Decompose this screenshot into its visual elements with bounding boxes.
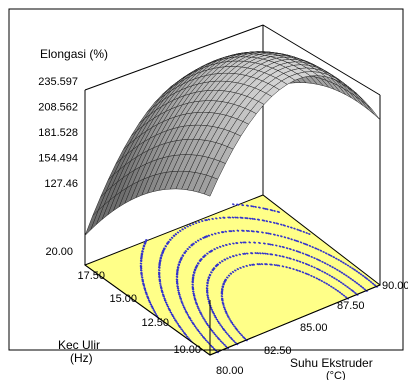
response-surface: [84, 51, 381, 236]
contour-line: [139, 203, 280, 319]
x-tick-label: 82.50: [264, 345, 292, 357]
surface-patch: [360, 100, 375, 115]
outer-frame: [8, 8, 404, 351]
y-tick-labels: 10.00 12.50 15.00 17.50 20.00: [45, 246, 201, 356]
z-tick-label: 127.46: [44, 178, 78, 190]
z-tick-label: 154.494: [38, 153, 78, 165]
z-tick-labels: 127.46 154.494 181.528 208.562 235.597: [38, 76, 78, 190]
y-tick-label: 12.50: [141, 317, 169, 329]
plot-box-front: [84, 264, 381, 356]
x-tick-label: 90.00: [382, 280, 408, 292]
x-axis-label-line2: (°C): [326, 370, 346, 380]
z-tick-label: 181.528: [38, 127, 78, 139]
y-tick-label: 15.00: [109, 293, 137, 305]
y-axis-label-line1: Kec Ulir: [58, 338, 100, 352]
x-tick-label: 85.00: [300, 322, 328, 334]
y-tick-label: 10.00: [173, 344, 201, 356]
z-tick-label: 235.597: [38, 76, 78, 88]
x-tick-label: 80.00: [216, 365, 244, 377]
x-tick-label: 87.50: [337, 300, 365, 312]
z-axis-label: Elongasi (%): [40, 47, 108, 61]
y-tick-label: 20.00: [45, 246, 73, 258]
x-axis-label-line1: Suhu Ekstruder: [290, 356, 373, 370]
z-tick-label: 208.562: [38, 102, 78, 114]
surface-patch: [355, 95, 369, 111]
surface-patch: [366, 104, 381, 120]
contour-plane: [83, 194, 381, 356]
y-axis-label-line2: (Hz): [70, 351, 93, 365]
x-tick-labels: 80.00 82.50 85.00 87.50 90.00: [216, 280, 408, 377]
y-tick-label: 17.50: [77, 270, 105, 282]
